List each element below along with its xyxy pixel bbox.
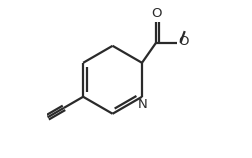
Text: O: O — [178, 35, 188, 49]
Text: O: O — [151, 7, 161, 20]
Text: N: N — [138, 97, 148, 111]
